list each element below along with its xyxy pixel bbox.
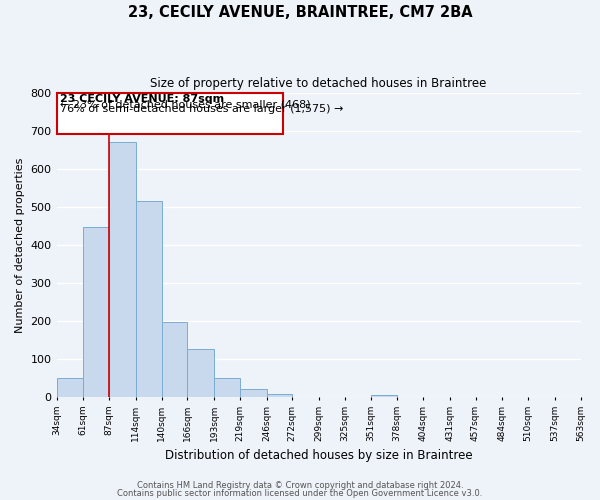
- Text: 23, CECILY AVENUE, BRAINTREE, CM7 2BA: 23, CECILY AVENUE, BRAINTREE, CM7 2BA: [128, 5, 472, 20]
- FancyBboxPatch shape: [56, 93, 283, 134]
- Text: 76% of semi-detached houses are larger (1,575) →: 76% of semi-detached houses are larger (…: [59, 104, 343, 115]
- Bar: [187, 349, 214, 397]
- Bar: [266, 394, 292, 397]
- Text: Contains public sector information licensed under the Open Government Licence v3: Contains public sector information licen…: [118, 488, 482, 498]
- Text: ← 23% of detached houses are smaller (468): ← 23% of detached houses are smaller (46…: [59, 99, 310, 109]
- Text: Contains HM Land Registry data © Crown copyright and database right 2024.: Contains HM Land Registry data © Crown c…: [137, 481, 463, 490]
- Bar: [83, 227, 109, 397]
- Bar: [371, 396, 397, 397]
- Text: 23 CECILY AVENUE: 87sqm: 23 CECILY AVENUE: 87sqm: [59, 94, 224, 104]
- Y-axis label: Number of detached properties: Number of detached properties: [15, 158, 25, 333]
- Bar: [109, 142, 136, 397]
- Bar: [240, 389, 266, 397]
- X-axis label: Distribution of detached houses by size in Braintree: Distribution of detached houses by size …: [165, 450, 472, 462]
- Bar: [56, 378, 83, 397]
- Bar: [214, 378, 240, 397]
- Bar: [161, 322, 187, 397]
- Bar: [136, 202, 161, 397]
- Title: Size of property relative to detached houses in Braintree: Size of property relative to detached ho…: [151, 78, 487, 90]
